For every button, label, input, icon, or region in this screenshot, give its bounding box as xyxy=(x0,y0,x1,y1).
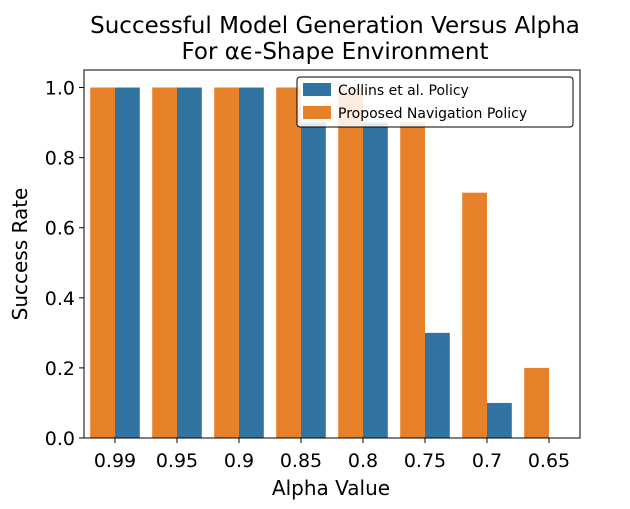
y-tick-label: 0.6 xyxy=(45,218,75,240)
y-tick-label: 0.8 xyxy=(45,148,75,170)
legend: Collins et al. Policy Proposed Navigatio… xyxy=(296,76,574,128)
x-tick-label: 0.95 xyxy=(156,450,198,472)
legend-box xyxy=(296,76,574,128)
chart-title-line-2: For αϵ-Shape Environment xyxy=(181,39,488,65)
y-tick-label: 0.2 xyxy=(45,358,75,380)
x-axis-label: Alpha Value xyxy=(272,476,390,500)
y-axis-label: Success Rate xyxy=(8,188,32,321)
x-ticks-group: 0.99 0.95 0.9 0.85 0.8 0.75 0.7 0.65 xyxy=(94,438,570,472)
bar-collins-0.9 xyxy=(239,87,264,439)
bar-proposed-0.85 xyxy=(276,87,301,439)
legend-label-proposed: Proposed Navigation Policy xyxy=(338,106,527,122)
bar-collins-0.85 xyxy=(301,122,326,438)
x-tick-label: 0.9 xyxy=(224,450,254,472)
x-tick-label: 0.75 xyxy=(404,450,446,472)
bar-collins-0.99 xyxy=(115,87,140,439)
bar-collins-0.8 xyxy=(363,122,388,438)
bar-collins-0.75 xyxy=(425,332,450,438)
y-tick-label: 0.4 xyxy=(45,288,75,310)
bar-proposed-0.8 xyxy=(338,87,363,439)
bar-proposed-0.95 xyxy=(152,87,177,439)
chart-title-line-1: Successful Model Generation Versus Alpha xyxy=(90,13,580,39)
y-ticks-group: 0.0 0.2 0.4 0.6 0.8 1.0 xyxy=(45,78,84,450)
x-tick-label: 0.85 xyxy=(280,450,322,472)
bar-collins-0.7 xyxy=(487,402,512,438)
bar-proposed-0.75 xyxy=(400,122,425,438)
bar-proposed-0.65 xyxy=(524,367,549,438)
legend-swatch-collins xyxy=(303,83,331,96)
bar-proposed-0.7 xyxy=(462,192,487,438)
legend-label-collins: Collins et al. Policy xyxy=(338,83,469,99)
x-tick-label: 0.8 xyxy=(348,450,378,472)
legend-swatch-proposed xyxy=(303,106,331,119)
bar-collins-0.95 xyxy=(177,87,202,439)
y-tick-label: 1.0 xyxy=(45,78,75,100)
bar-proposed-0.9 xyxy=(214,87,239,439)
bar-proposed-0.99 xyxy=(90,87,115,439)
plot-frame xyxy=(83,69,581,439)
x-tick-label: 0.99 xyxy=(94,450,136,472)
x-tick-label: 0.7 xyxy=(472,450,502,472)
y-tick-label: 0.0 xyxy=(45,428,75,450)
bars-group xyxy=(90,87,549,439)
x-tick-label: 0.65 xyxy=(528,450,570,472)
